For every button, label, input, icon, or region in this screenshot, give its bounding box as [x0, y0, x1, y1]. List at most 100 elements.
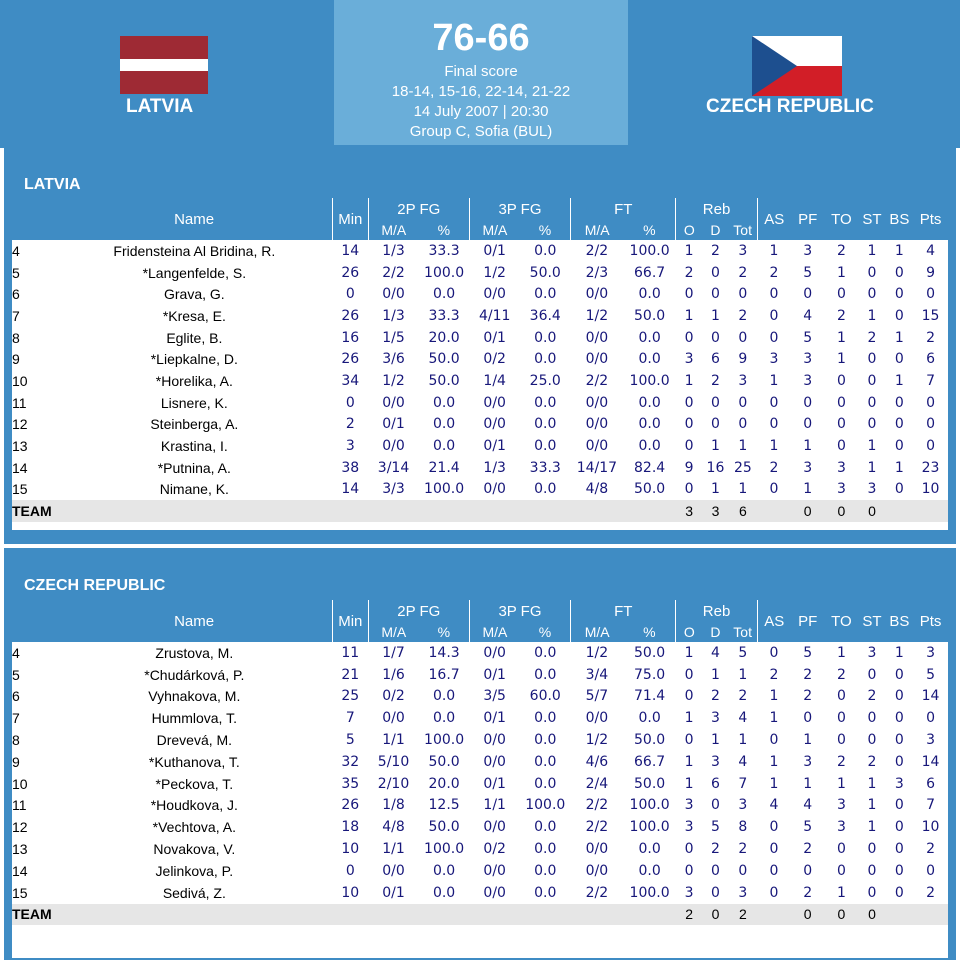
fouls: 4: [803, 797, 813, 814]
ft-made-att: 0/0: [585, 841, 609, 858]
table-subheader-row: M/A % M/A % M/A % O D Tot: [12, 622, 948, 642]
col-3p-pct: %: [519, 220, 571, 240]
points: 0: [926, 862, 935, 879]
player-name: Nimane, K.: [159, 481, 229, 498]
ft-made-att: 1/2: [585, 307, 609, 324]
ft-pct: 100.0: [629, 884, 670, 901]
reb-tot: 2: [738, 841, 748, 858]
score-label: Final score: [444, 63, 518, 80]
away-boxscore-panel: CZECH REPUBLIC Name Min 2P FG 3P FG FT: [4, 548, 956, 960]
ft-made-att: 1/2: [585, 644, 609, 661]
reb-def: 0: [711, 264, 720, 281]
reb-def: 1: [711, 307, 720, 324]
col-2p-pct: %: [418, 622, 470, 642]
col-name: Name: [56, 600, 333, 642]
fg2-made-att: 1/6: [382, 666, 405, 683]
player-row: 12 Steinberga, A. 2 0/1 0.0 0/0 0.0 0/0 0.0 0 0 0 0 0…: [12, 414, 948, 436]
fg3-pct: 0.0: [534, 416, 557, 433]
player-row: 8 Eglite, B. 16 1/5 20.0 0/1 0.0 0/0 0.0 0 0 0 0 5 1 2 1…: [12, 327, 948, 349]
fg3-made-att: 1/3: [483, 459, 506, 476]
reb-def: 2: [711, 688, 720, 705]
reb-off: 0: [684, 666, 694, 683]
steals: 2: [867, 688, 877, 705]
blocks: 0: [894, 841, 904, 858]
fg2-pct: 50.0: [428, 351, 460, 368]
ft-made-att: 2/2: [585, 884, 609, 901]
assists: 2: [769, 666, 779, 683]
reb-tot: 1: [738, 438, 748, 455]
player-name: Sedivá, Z.: [162, 884, 226, 901]
away-team-name: CZECH REPUBLIC: [706, 96, 874, 117]
minutes: 26: [341, 351, 360, 368]
steals: 0: [867, 264, 877, 281]
ft-pct: 0.0: [638, 351, 661, 368]
ft-made-att: 3/4: [585, 666, 609, 683]
fg2-pct: 16.7: [428, 666, 460, 683]
reb-tot: 0: [738, 329, 748, 346]
reb-off: 0: [684, 438, 694, 455]
fg3-made-att: 0/0: [483, 644, 506, 661]
ft-made-att: 2/2: [585, 372, 609, 389]
col-bs: BS: [885, 198, 914, 240]
turnovers: 0: [836, 416, 846, 433]
player-row: 5 *Chudárková, P. 21 1/6 16.7 0/1 0.0 3/4 75.0 0 1…: [12, 664, 948, 686]
ft-pct: 0.0: [638, 710, 661, 727]
steals: 0: [867, 841, 877, 858]
col-to: TO: [824, 198, 859, 240]
turnovers: 0: [836, 394, 846, 411]
away-team-block: CZECH REPUBLIC: [630, 0, 960, 148]
fg2-made-att: 0/1: [382, 884, 405, 901]
fg3-pct: 100.0: [525, 797, 566, 814]
fg3-made-att: 0/1: [483, 438, 506, 455]
reb-off: 9: [684, 459, 694, 476]
fouls: 5: [803, 264, 813, 281]
player-name: *Putnina, A.: [157, 459, 231, 476]
ft-made-att: 5/7: [585, 688, 609, 705]
ft-made-att: 0/0: [585, 351, 609, 368]
fg2-pct: 14.3: [428, 644, 460, 661]
fouls: 1: [803, 438, 813, 455]
minutes: 2: [345, 416, 355, 433]
fg2-made-att: 1/1: [382, 841, 405, 858]
assists: 1: [769, 710, 779, 727]
col-ft-ma: M/A: [570, 622, 624, 642]
ft-made-att: 4/6: [585, 753, 609, 770]
ft-made-att: 2/3: [585, 264, 609, 281]
fg3-pct: 0.0: [534, 394, 557, 411]
reb-def: 0: [711, 862, 720, 879]
fg3-pct: 0.0: [534, 884, 557, 901]
assists: 0: [769, 481, 779, 498]
team-pf: 0: [790, 903, 825, 926]
ft-pct: 50.0: [634, 775, 666, 792]
player-row: 6 Grava, G. 0 0/0 0.0 0/0 0.0 0/0 0.0 0 0 0 0 0 0 0 0 0: [12, 283, 948, 305]
turnovers: 3: [836, 481, 846, 498]
ft-pct: 71.4: [634, 688, 666, 705]
player-row: 14 Jelinkova, P. 0 0/0 0.0 0/0 0.0 0/0 0.0 0 0 0 0 0 0…: [12, 860, 948, 882]
fg2-made-att: 2/10: [377, 775, 410, 792]
fouls: 1: [803, 732, 813, 749]
reb-off: 0: [684, 732, 694, 749]
player-name: Novakova, V.: [153, 841, 236, 858]
table-subheader-row: M/A % M/A % M/A % O D Tot: [12, 220, 948, 240]
fg2-pct: 50.0: [428, 753, 460, 770]
fg3-made-att: 0/1: [483, 710, 506, 727]
minutes: 5: [345, 732, 355, 749]
czech-flag-icon: [752, 36, 842, 96]
fg3-made-att: 0/0: [483, 481, 506, 498]
player-row: 9 *Liepkalne, D. 26 3/6 50.0 0/2 0.0 0/0 0.0 3 6 9 3…: [12, 348, 948, 370]
steals: 1: [867, 819, 877, 836]
team-row-label: TEAM: [12, 500, 333, 522]
blocks: 0: [894, 307, 904, 324]
game-venue: Group C, Sofia (BUL): [409, 123, 553, 140]
assists: 0: [769, 732, 779, 749]
ft-made-att: 2/2: [585, 242, 609, 259]
blocks: 0: [894, 732, 904, 749]
reb-off: 0: [684, 286, 694, 303]
assists: 0: [769, 862, 779, 879]
player-row: 7 *Kresa, E. 26 1/3 33.3 4/11 36.4 1/2 50.0 1 1 2 0 4…: [12, 305, 948, 327]
fg2-pct: 50.0: [428, 819, 460, 836]
assists: 1: [769, 753, 779, 770]
team-reb-o: 3: [675, 500, 703, 522]
minutes: 14: [341, 481, 360, 498]
team-st: 0: [858, 903, 886, 926]
